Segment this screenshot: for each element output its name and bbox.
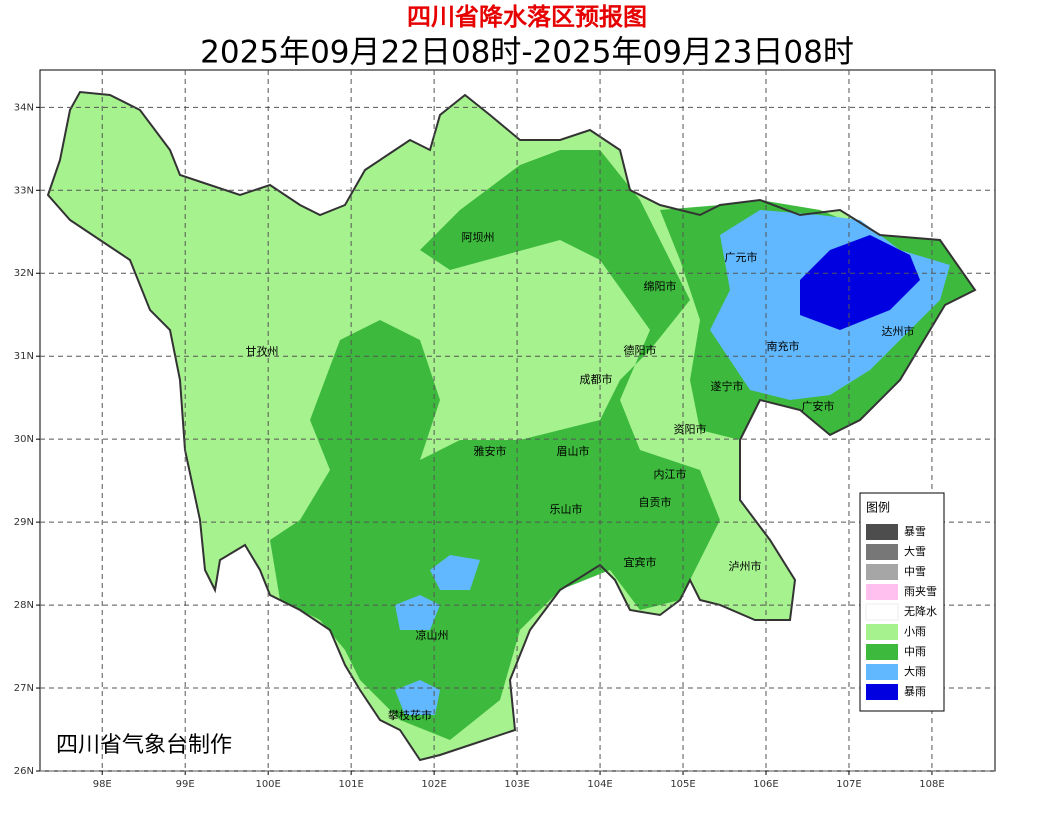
region-label: 广安市	[802, 399, 835, 413]
region-label: 泸州市	[729, 559, 762, 573]
y-tick-label: 32N	[14, 268, 34, 279]
y-tick-label: 33N	[14, 185, 34, 196]
grid: 98E 99E 100E 101E 102E 103E 104E 105E 106E 107E 10…	[14, 70, 995, 790]
x-tick-label: 100E	[255, 779, 280, 790]
y-tick-label: 29N	[14, 517, 34, 528]
legend-swatch	[866, 544, 898, 560]
legend-label: 中雪	[904, 565, 926, 578]
region-label: 绵阳市	[644, 279, 677, 293]
y-tick-label: 28N	[14, 600, 34, 611]
heavy-rain-area	[395, 680, 440, 715]
y-tick-label: 34N	[14, 102, 34, 113]
legend-label: 中雨	[904, 645, 926, 658]
precip-areas	[46, 90, 977, 762]
heavy-rain-area	[395, 595, 440, 630]
region-label: 自贡市	[639, 495, 672, 509]
y-tick-label: 30N	[14, 434, 34, 445]
legend-swatch	[866, 644, 898, 660]
legend-swatch	[866, 664, 898, 680]
legend-swatch	[866, 524, 898, 540]
region-label: 宜宾市	[624, 555, 657, 569]
region-labels: 阿坝州 甘孜州 广元市 绵阳市 达州市 南充市 德阳市 成都市 遂宁市 广安市 …	[246, 230, 915, 722]
x-tick-label: 108E	[919, 779, 944, 790]
heavy-rain-area	[430, 555, 480, 590]
region-label: 资阳市	[674, 422, 707, 436]
x-tick-label: 98E	[93, 779, 112, 790]
legend-title: 图例	[866, 501, 890, 515]
region-label: 乐山市	[550, 502, 583, 516]
x-tick-label: 105E	[670, 779, 695, 790]
title: 四川省降水落区预报图	[407, 3, 647, 31]
region-label: 甘孜州	[246, 344, 279, 358]
legend-swatch	[866, 684, 898, 700]
province-border	[46, 90, 977, 762]
region-label: 达州市	[882, 324, 915, 338]
legend-swatch	[866, 584, 898, 600]
legend-swatch	[865, 603, 899, 621]
y-tick-label: 31N	[14, 351, 34, 362]
region-label: 雅安市	[474, 444, 507, 458]
region-label: 广元市	[725, 250, 758, 264]
y-tick-label: 27N	[14, 683, 34, 694]
region-label: 攀枝花市	[388, 708, 432, 722]
legend-label: 暴雪	[904, 525, 926, 538]
region-label: 遂宁市	[711, 379, 744, 393]
rainstorm-area	[800, 235, 920, 330]
x-tick-label: 106E	[753, 779, 778, 790]
region-label: 凉山州	[416, 628, 449, 642]
region-label: 阿坝州	[462, 230, 495, 244]
legend-label: 暴雨	[904, 685, 926, 698]
legend-label: 雨夹雪	[904, 585, 937, 598]
legend-label: 大雨	[904, 664, 926, 678]
legend-label: 大雪	[904, 544, 926, 558]
subtitle: 2025年09月22日08时-2025年09月23日08时	[200, 35, 854, 71]
y-tick-label: 26N	[14, 766, 34, 777]
x-tick-label: 107E	[836, 779, 861, 790]
region-label: 内江市	[654, 467, 687, 481]
region-label: 南充市	[767, 339, 800, 353]
region-label: 成都市	[580, 372, 613, 386]
legend-label: 小雨	[904, 625, 926, 638]
moderate-rain-area	[270, 150, 720, 740]
x-tick-label: 101E	[338, 779, 363, 790]
x-tick-label: 99E	[176, 779, 195, 790]
legend-swatch	[866, 564, 898, 580]
legend-label: 无降水	[904, 604, 937, 618]
region-label: 德阳市	[624, 343, 657, 357]
x-tick-label: 104E	[587, 779, 612, 790]
credit: 四川省气象台制作	[56, 733, 232, 758]
x-tick-label: 102E	[421, 779, 446, 790]
x-tick-label: 103E	[504, 779, 529, 790]
legend-swatch	[866, 624, 898, 640]
region-label: 眉山市	[557, 444, 590, 458]
